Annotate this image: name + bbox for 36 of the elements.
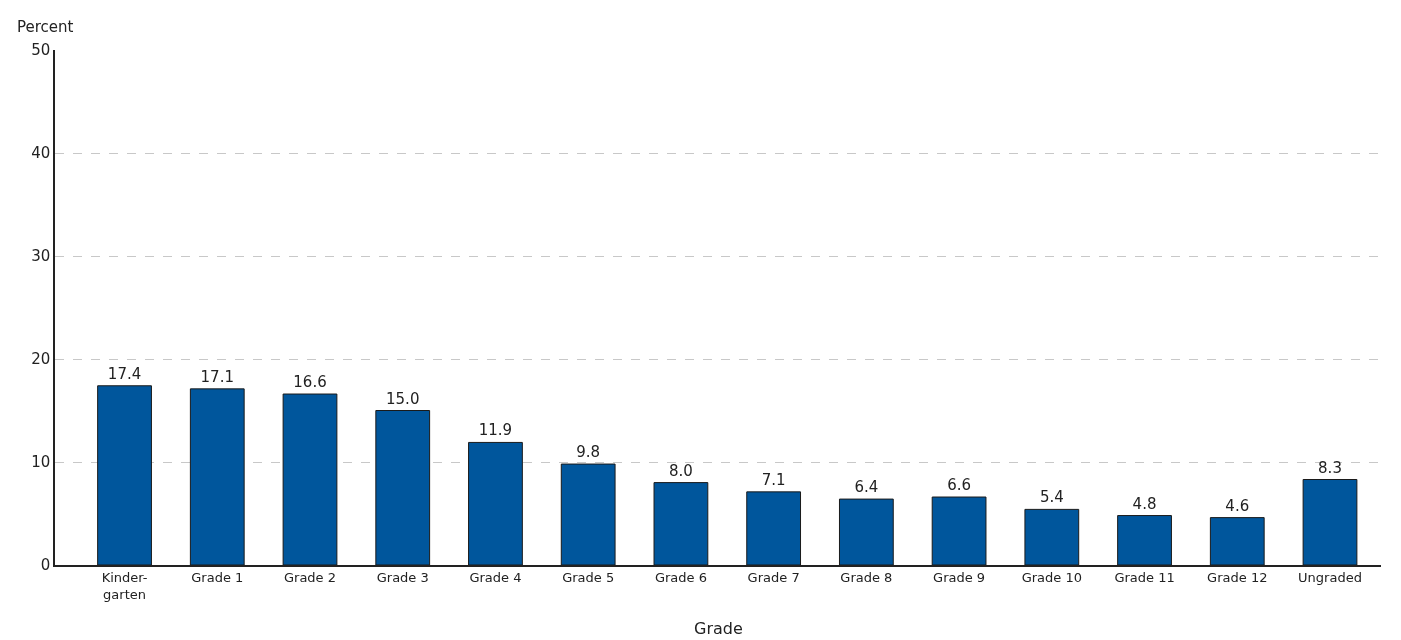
data-label: 8.3 [1318, 458, 1342, 477]
y-tick-label: 50 [31, 41, 51, 60]
x-tick-label: Grade 8 [840, 570, 893, 586]
x-tick-label: Grade 7 [747, 570, 800, 586]
data-label: 17.4 [107, 364, 142, 383]
x-tick-label: Kinder- garten [101, 570, 148, 603]
y-tick-label: 30 [31, 247, 51, 266]
data-label: 8.0 [668, 461, 693, 480]
data-label: 16.6 [293, 373, 327, 392]
y-tick-label: 40 [31, 144, 51, 163]
y-tick-label: 20 [31, 350, 51, 369]
data-label: 6.6 [947, 476, 972, 495]
x-tick-label: Grade 9 [933, 570, 986, 586]
x-tick-label: Grade 10 [1021, 570, 1082, 586]
x-tick-label: Ungraded [1298, 570, 1362, 586]
x-tick-label: Grade 6 [654, 570, 707, 586]
data-label: 5.4 [1039, 488, 1064, 507]
y-axis-title: Percent [17, 18, 74, 36]
x-tick-label: Grade 1 [191, 570, 244, 586]
y-tick-label: 0 [40, 556, 51, 575]
x-tick-label: Grade 3 [376, 570, 429, 586]
x-tick-label: Grade 12 [1207, 570, 1268, 586]
x-axis-title: Grade [694, 619, 743, 638]
data-label: 4.8 [1132, 494, 1157, 513]
x-tick-label: Grade 5 [562, 570, 615, 586]
data-label: 6.4 [854, 478, 879, 497]
x-tick-label: Grade 11 [1114, 570, 1175, 586]
data-label: 7.1 [761, 470, 786, 489]
data-label: 17.1 [200, 367, 234, 386]
y-tick-label: 10 [31, 453, 51, 472]
x-tick-label: Grade 4 [469, 570, 522, 586]
data-label: 4.6 [1225, 496, 1250, 515]
data-label: 15.0 [386, 389, 420, 408]
data-label: 9.8 [576, 443, 601, 462]
data-label: 11.9 [478, 421, 513, 440]
x-tick-label: Grade 2 [283, 570, 337, 586]
